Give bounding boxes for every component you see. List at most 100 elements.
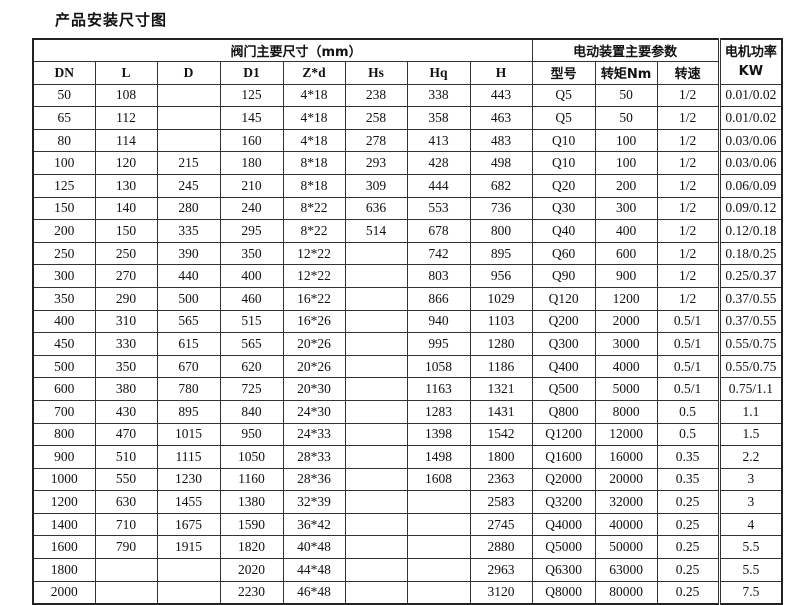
table-cell: 0.03/0.06	[717, 151, 783, 175]
table-cell: 780	[156, 377, 221, 401]
table-cell: 5.5	[717, 535, 783, 560]
table-cell: 1283	[406, 399, 471, 424]
table-row: 1400 710 1675 1590 36*42 2745 Q4000 40000 0.25 4	[32, 512, 783, 537]
table-cell: 1915	[156, 535, 221, 560]
table-cell	[406, 580, 471, 605]
table-cell: 1186	[469, 354, 533, 379]
table-cell: 50	[594, 83, 658, 108]
column-header: DN	[32, 61, 96, 85]
table-row: 900 510 1115 1050 28*33 1498 1800 Q1600 16000 0.3…	[32, 445, 783, 469]
table-cell: 460	[219, 286, 284, 311]
table-cell: 400	[594, 219, 658, 243]
table-row: 1200 630 1455 1380 32*39 2583 Q3200 32000 0.25 3	[32, 490, 783, 514]
table-cell: 1200	[594, 286, 658, 311]
actuator-params-header: 电动装置主要参数	[531, 38, 720, 62]
table-cell	[344, 445, 408, 469]
table-cell: 2230	[219, 580, 284, 605]
table-cell: 940	[406, 309, 471, 334]
table-cell: 2963	[469, 558, 533, 582]
table-cell: 1/2	[656, 173, 720, 198]
table-cell: 430	[94, 399, 158, 424]
table-row: 300 270 440 400 12*22 803 956 Q90 900 1/2 0.25/0.3…	[32, 264, 783, 288]
table-cell: 145	[219, 106, 284, 130]
table-cell: 1015	[156, 422, 221, 447]
table-cell	[156, 128, 221, 153]
table-cell: 12*22	[282, 264, 346, 288]
table-row: 1600 790 1915 1820 40*48 2880 Q5000 50000 0.25 5.…	[32, 535, 783, 560]
table-cell: 1.5	[717, 422, 783, 447]
table-cell: 245	[156, 173, 221, 198]
table-cell: Q3200	[531, 490, 596, 514]
table-cell: 678	[406, 219, 471, 243]
table-cell: 866	[406, 286, 471, 311]
table-cell: Q1200	[531, 422, 596, 447]
table-cell: 2.2	[717, 445, 783, 469]
table-cell	[344, 535, 408, 560]
table-cell: 4	[717, 512, 783, 537]
column-header: 型号	[531, 61, 596, 85]
table-cell: 2880	[469, 535, 533, 560]
table-row: 500 350 670 620 20*26 1058 1186 Q400 4000 0.5/1 0.…	[32, 354, 783, 379]
table-cell: Q30	[531, 196, 596, 221]
table-cell: 160	[219, 128, 284, 153]
table-cell: 120	[94, 151, 158, 175]
table-cell: 4000	[594, 354, 658, 379]
table-cell: 800	[32, 422, 96, 447]
table-cell: Q10	[531, 151, 596, 175]
table-cell: 1380	[219, 490, 284, 514]
table-cell: 1029	[469, 286, 533, 311]
table-cell: 0.03/0.06	[717, 128, 783, 153]
table-cell: 1115	[156, 445, 221, 469]
table-cell: Q8000	[531, 580, 596, 605]
table-cell: 8*18	[282, 151, 346, 175]
table-cell: 335	[156, 219, 221, 243]
table-cell: 510	[94, 445, 158, 469]
table-cell: 1455	[156, 490, 221, 514]
table-cell: 0.37/0.55	[717, 309, 783, 334]
table-cell: 1050	[219, 445, 284, 469]
table-cell: 1058	[406, 354, 471, 379]
table-cell: 0.55/0.75	[717, 354, 783, 379]
table-cell	[344, 490, 408, 514]
table-cell: 32*39	[282, 490, 346, 514]
table-cell: 1590	[219, 512, 284, 537]
table-cell: 0.12/0.18	[717, 219, 783, 243]
table-cell: 50000	[594, 535, 658, 560]
table-row: 1800 2020 44*48 2963 Q6300 63000 0.25 5.5	[32, 558, 783, 582]
table-cell: 258	[344, 106, 408, 130]
table-cell: Q5000	[531, 535, 596, 560]
table-cell: 3	[717, 490, 783, 514]
motor-power-header: 电机功率KW	[717, 38, 783, 85]
table-cell: 200	[594, 173, 658, 198]
table-cell: 600	[594, 241, 658, 266]
table-cell: Q1600	[531, 445, 596, 469]
table-cell: 600	[32, 377, 96, 401]
table-cell: Q10	[531, 128, 596, 153]
table-cell: 615	[156, 332, 221, 356]
table-cell: 28*36	[282, 467, 346, 492]
table-cell: 350	[219, 241, 284, 266]
table-cell: 895	[156, 399, 221, 424]
table-cell: 0.5/1	[656, 377, 720, 401]
table-cell: 250	[32, 241, 96, 266]
table-cell: 803	[406, 264, 471, 288]
table-cell: 428	[406, 151, 471, 175]
table-cell: 450	[32, 332, 96, 356]
table-cell: 0.5/1	[656, 332, 720, 356]
table-cell: 840	[219, 399, 284, 424]
table-cell	[344, 422, 408, 447]
table-cell: 2583	[469, 490, 533, 514]
table-cell: 3000	[594, 332, 658, 356]
table-cell: 32000	[594, 490, 658, 514]
table-cell: 630	[94, 490, 158, 514]
table-cell: 3120	[469, 580, 533, 605]
table-cell: 150	[32, 196, 96, 221]
table-cell: Q120	[531, 286, 596, 311]
column-header: Hs	[344, 61, 408, 85]
table-row: 50 108 125 4*18 238 338 443 Q5 50 1/2 0.01/0.02	[32, 83, 783, 108]
table-cell: Q300	[531, 332, 596, 356]
table-cell: 2363	[469, 467, 533, 492]
table-cell: 0.25/0.37	[717, 264, 783, 288]
table-row: 100 120 215 180 8*18 293 428 498 Q10 100 1/2 0.03/0…	[32, 151, 783, 175]
table-cell	[344, 399, 408, 424]
